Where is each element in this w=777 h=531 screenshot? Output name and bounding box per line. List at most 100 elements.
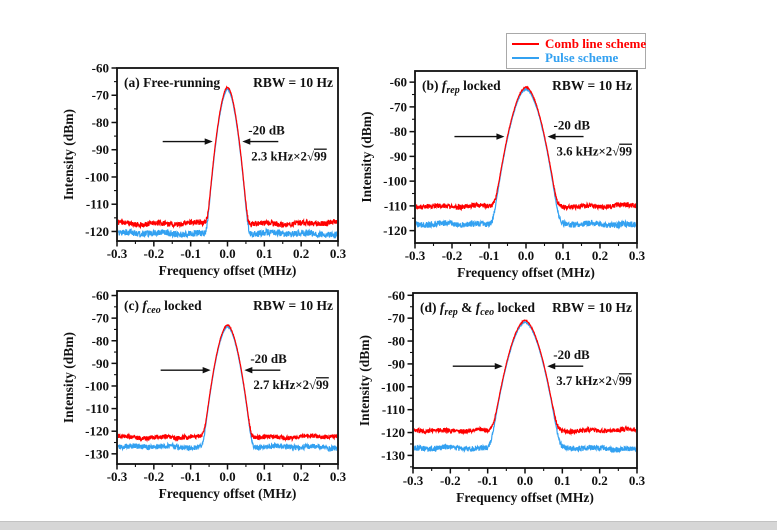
x-axis-label-c: Frequency offset (MHz) xyxy=(159,486,297,501)
x-tick-label: 0.1 xyxy=(554,473,570,488)
trace-pulse-a xyxy=(118,88,337,239)
x-tick-label: 0.0 xyxy=(518,248,534,263)
x-tick-label: -0.2 xyxy=(144,246,165,261)
panel-title-d: (d) frep & fceo locked xyxy=(420,300,535,318)
panel-title-b: (b) frep locked xyxy=(422,78,501,96)
annotation-linewidth-c: 2.7 kHz×2√99 xyxy=(253,378,328,392)
y-axis-label-a: Intensity (dBm) xyxy=(61,109,76,200)
annotation-db-a: -20 dB xyxy=(248,123,285,138)
panel-d: -60 -70 -80 -90 -100 -110 -120 -130 -0.3 -0.2 -0.1… xyxy=(357,288,646,505)
y-tick-label: -130 xyxy=(85,446,109,461)
panel-a: -60 -70 -80 -90 -100 -110 -120 -0.3 -0.2 -0.1 0.0 0… xyxy=(61,61,347,279)
ticks-d xyxy=(407,294,638,474)
legend-item-comb-line: Comb line scheme xyxy=(512,37,646,51)
panel-title-c: (c) fceo locked xyxy=(124,298,202,316)
trace-comb-line-c xyxy=(118,323,337,443)
ticks-b xyxy=(409,81,638,249)
y-tick-label: -60 xyxy=(92,61,109,76)
y-tick-label: -60 xyxy=(388,288,405,303)
pulse-line-sample xyxy=(512,57,539,59)
linewidth-arrows-d xyxy=(452,363,584,370)
x-tick-label: 0.1 xyxy=(555,248,571,263)
x-axis-label-b: Frequency offset (MHz) xyxy=(457,265,595,280)
ticks-c xyxy=(111,294,339,470)
linewidth-arrows-c xyxy=(160,366,281,374)
y-tick-label: -90 xyxy=(388,356,405,371)
y-tick-label: -80 xyxy=(92,115,109,130)
page-bottom-edge xyxy=(0,521,777,530)
annotation-db-b: -20 dB xyxy=(554,118,591,133)
x-tick-label: -0.1 xyxy=(477,473,498,488)
trace-pulse-d xyxy=(414,321,636,454)
annotation-db-d: -20 dB xyxy=(553,347,590,362)
panel-c: -60 -70 -80 -90 -100 -110 -120 -130 -0.3 -0.2 -0.1… xyxy=(61,288,347,501)
x-tick-label: 0.1 xyxy=(256,246,272,261)
y-axis-label-c: Intensity (dBm) xyxy=(61,332,76,423)
y-tick-label: -130 xyxy=(381,448,405,463)
y-tick-label: -120 xyxy=(383,223,407,238)
y-tick-label: -120 xyxy=(85,224,109,239)
x-tick-label: -0.2 xyxy=(440,473,461,488)
x-tick-label: 0.3 xyxy=(629,473,646,488)
y-axis-label-b: Intensity (dBm) xyxy=(359,111,374,202)
panel-b: -60 -70 -80 -90 -100 -110 -120 -0.3 -0.2 -0.1 0.0 0… xyxy=(359,70,646,280)
traces-c xyxy=(118,323,337,453)
annotation-db-c: -20 dB xyxy=(250,351,287,366)
x-tick-label: 0.1 xyxy=(256,469,272,484)
annotation-linewidth-a: 2.3 kHz×2√99 xyxy=(251,150,326,164)
trace-comb-line-a xyxy=(118,85,337,230)
trace-comb-line-b xyxy=(416,85,636,212)
x-tick-label: 0.0 xyxy=(219,246,235,261)
y-tick-label: -70 xyxy=(390,99,407,114)
x-tick-label: 0.2 xyxy=(592,473,608,488)
x-tick-label: 0.0 xyxy=(517,473,533,488)
x-tick-label: 0.2 xyxy=(592,248,608,263)
y-tick-label: -60 xyxy=(92,288,109,303)
traces-b xyxy=(416,85,636,230)
rbw-label-d: RBW = 10 Hz xyxy=(552,300,632,315)
x-tick-label: -0.1 xyxy=(180,469,201,484)
y-tick-label: -100 xyxy=(383,174,407,189)
x-tick-label: -0.3 xyxy=(107,246,128,261)
x-tick-label: 0.2 xyxy=(293,469,309,484)
linewidth-arrows-a xyxy=(162,138,279,145)
panel-title-a: (a) Free-running xyxy=(124,75,220,90)
y-tick-label: -90 xyxy=(92,356,109,371)
trace-comb-line-d xyxy=(414,319,636,437)
x-tick-label: 0.0 xyxy=(219,469,235,484)
y-tick-label: -80 xyxy=(390,124,407,139)
x-tick-label: -0.1 xyxy=(180,246,201,261)
rbw-label-a: RBW = 10 Hz xyxy=(253,75,333,90)
x-tick-label: -0.2 xyxy=(144,469,165,484)
x-tick-label: -0.3 xyxy=(107,469,128,484)
x-tick-label: -0.3 xyxy=(405,248,426,263)
y-tick-label: -120 xyxy=(381,425,405,440)
comb-line-sample xyxy=(512,43,539,45)
y-tick-label: -110 xyxy=(86,197,109,212)
annotation-linewidth-d: 3.7 kHz×2√99 xyxy=(556,374,631,388)
legend-item-pulse: Pulse scheme xyxy=(512,51,640,65)
ticks-a xyxy=(111,67,339,247)
legend: Comb line scheme Pulse scheme xyxy=(506,33,646,69)
x-tick-label: -0.2 xyxy=(442,248,463,263)
y-tick-label: -100 xyxy=(381,379,405,394)
x-tick-label: 0.3 xyxy=(330,246,347,261)
x-tick-label: 0.3 xyxy=(629,248,646,263)
legend-label-comb-line: Comb line scheme xyxy=(545,36,647,51)
y-tick-label: -110 xyxy=(382,402,405,417)
y-tick-label: -100 xyxy=(85,378,109,393)
y-tick-label: -70 xyxy=(92,88,109,103)
y-tick-label: -110 xyxy=(384,198,407,213)
y-tick-label: -100 xyxy=(85,169,109,184)
x-axis-label-a: Frequency offset (MHz) xyxy=(159,263,297,278)
x-axis-label-d: Frequency offset (MHz) xyxy=(456,490,594,505)
y-tick-label: -60 xyxy=(390,75,407,90)
y-tick-label: -70 xyxy=(388,311,405,326)
traces-d xyxy=(414,319,636,454)
annotation-linewidth-b: 3.6 kHz×2√99 xyxy=(557,145,632,159)
y-tick-label: -80 xyxy=(92,333,109,348)
x-tick-label: -0.3 xyxy=(403,473,424,488)
traces-a xyxy=(118,85,337,239)
